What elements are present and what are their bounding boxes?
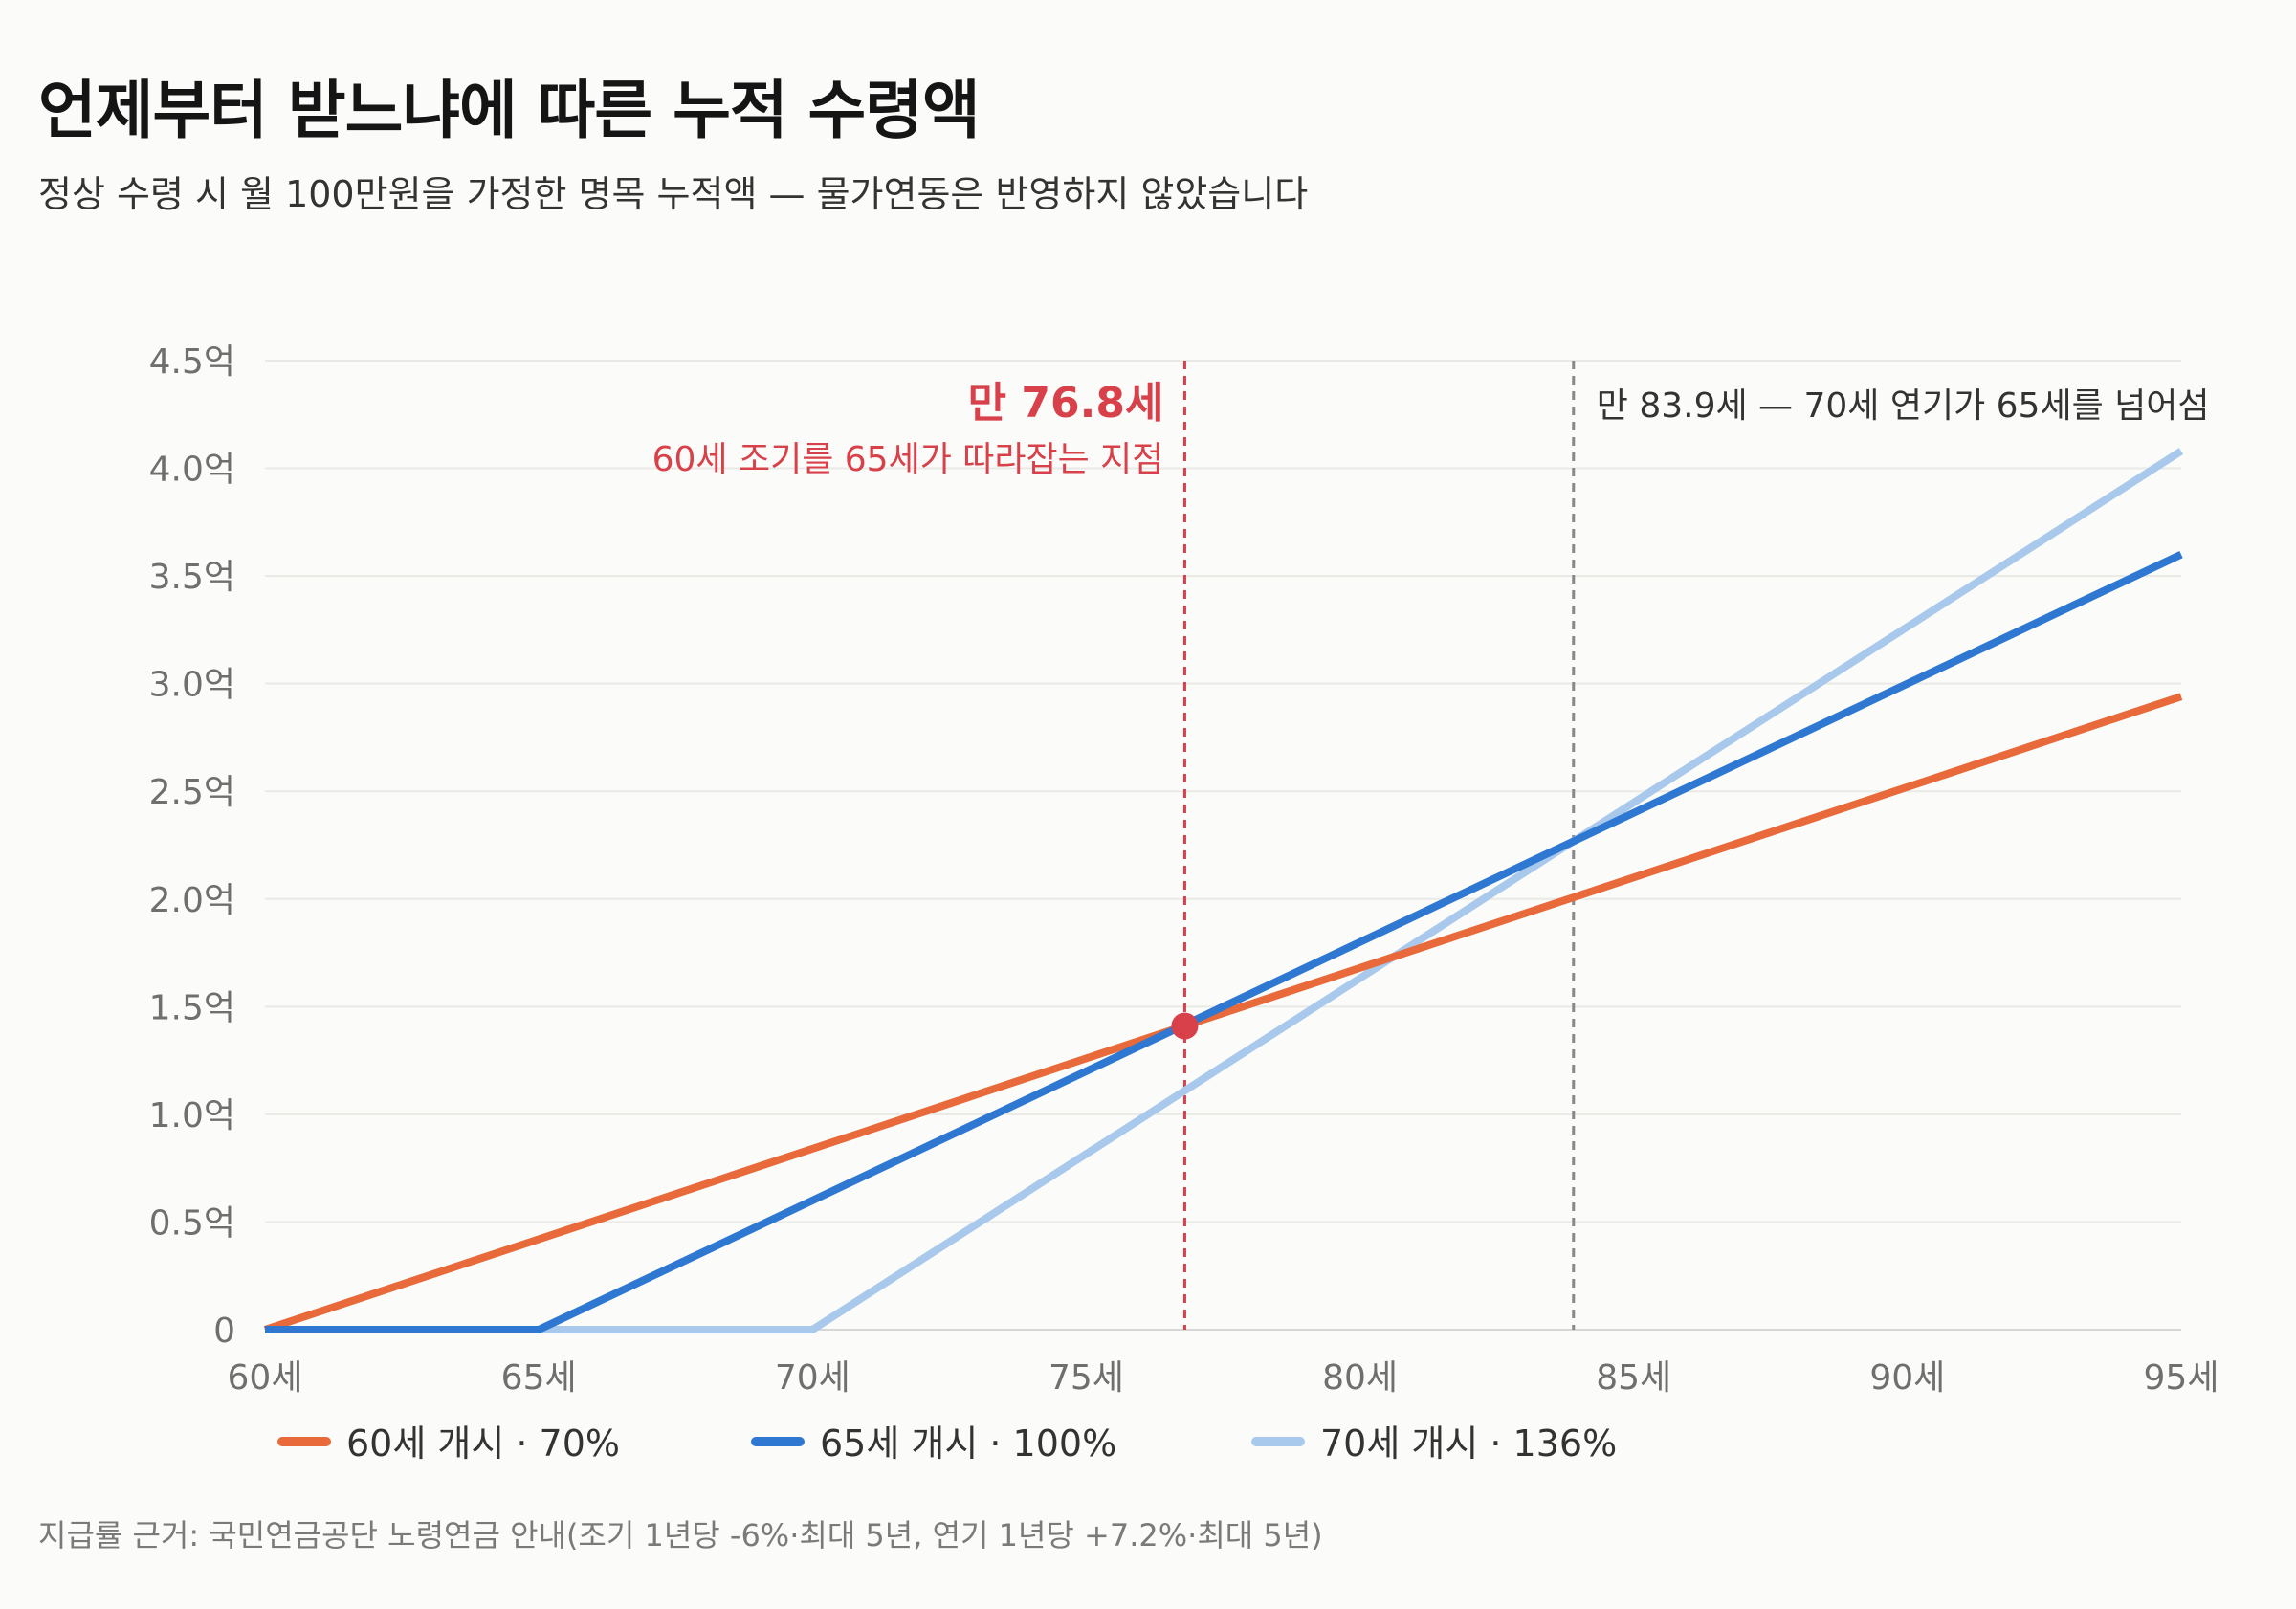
y-tick-label: 4.5억 <box>149 342 235 382</box>
x-tick-label: 80세 <box>1322 1358 1398 1398</box>
x-tick-label: 85세 <box>1596 1358 1671 1398</box>
legend-swatch-60 <box>277 1437 331 1446</box>
annotation-markers <box>1171 1012 1199 1040</box>
footnote: 지급률 근거: 국민연금공단 노령연금 안내(조기 1년당 -6%·최대 5년,… <box>38 1517 1323 1554</box>
x-tick-label: 90세 <box>1869 1358 1945 1398</box>
x-tick-label: 95세 <box>2144 1358 2219 1398</box>
y-tick-label: 0 <box>213 1311 235 1351</box>
y-tick-label: 2.5억 <box>149 773 235 812</box>
annotation-text-76: 60세 조기를 65세가 따라잡는 지점 <box>652 440 1164 479</box>
legend-swatch-70 <box>1251 1437 1305 1446</box>
crossover-point-marker[interactable] <box>1171 1012 1199 1040</box>
legend-label-70: 70세 개시 · 136% <box>1320 1422 1618 1465</box>
x-tick-label: 70세 <box>775 1358 850 1398</box>
grid-lines <box>265 360 2181 1331</box>
y-tick-label: 4.0억 <box>149 451 235 490</box>
y-tick-label: 3.5억 <box>149 558 235 597</box>
chart-title: 언제부터 받느냐에 따른 누적 수령액 <box>38 74 981 147</box>
y-tick-label: 1.0억 <box>149 1096 235 1135</box>
series-line-70 <box>265 448 2184 1333</box>
chart-subtitle: 정상 수령 시 월 100만원을 가정한 명목 누적액 — 물가연동은 반영하지… <box>38 173 1309 215</box>
annotation-lines <box>1182 361 1576 1330</box>
annotation-title-76: 만 76.8세 <box>968 379 1164 428</box>
y-tick-label: 0.5억 <box>149 1203 235 1243</box>
y-tick-label: 1.5억 <box>149 988 235 1027</box>
series-line-60 <box>263 693 2183 1333</box>
x-tick-label: 60세 <box>228 1358 303 1398</box>
x-tick-label: 65세 <box>501 1358 577 1398</box>
y-tick-label: 3.0억 <box>149 666 235 705</box>
y-axis-ticks: 0 0.5억 1.0억 1.5억 2.0억 2.5억 3.0억 3.5억 4.0억 4.5억 <box>149 342 235 1351</box>
legend-label-60: 60세 개시 · 70% <box>346 1422 621 1465</box>
series-lines <box>263 448 2184 1333</box>
annotation-text-83: 만 83.9세 — 70세 연기가 65세를 넘어섬 <box>1597 386 2210 426</box>
annotation-labels: 만 76.8세 60세 조기를 65세가 따라잡는 지점 만 83.9세 — 70세… <box>652 379 2210 479</box>
x-tick-label: 75세 <box>1049 1358 1124 1398</box>
x-axis-ticks: 60세 65세 70세 75세 80세 85세 90세 95세 <box>228 1358 2219 1398</box>
series-line-65 <box>265 550 2183 1333</box>
y-tick-label: 2.0억 <box>149 881 235 920</box>
legend-label-65: 65세 개시 · 100% <box>820 1422 1117 1465</box>
legend-swatch-65 <box>751 1437 805 1446</box>
